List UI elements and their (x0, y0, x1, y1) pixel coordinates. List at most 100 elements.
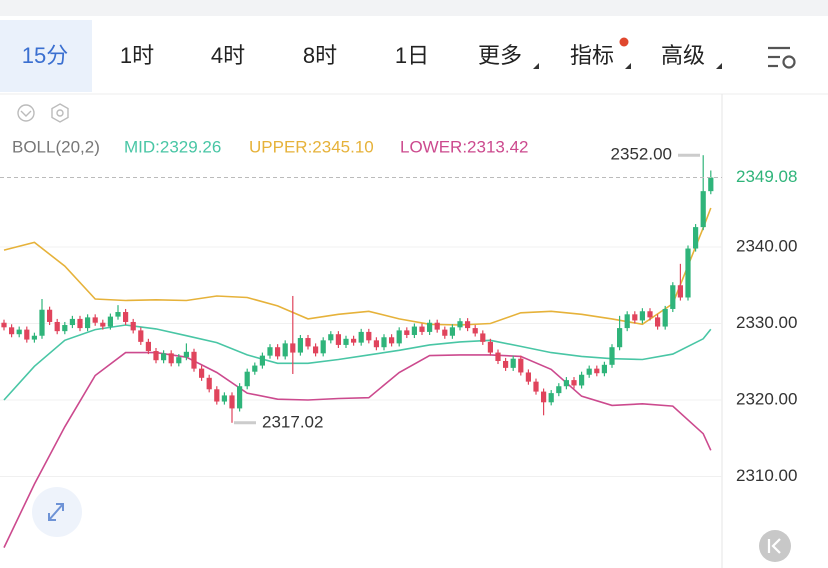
candle-body (92, 317, 98, 323)
candle-body (199, 368, 205, 378)
candle-body (153, 351, 159, 361)
candle-body (9, 327, 15, 335)
extreme-label: 2317.02 (262, 412, 323, 431)
candle-body (100, 322, 106, 327)
candle-body (442, 329, 448, 336)
candle-body (259, 355, 265, 366)
extreme-label: 2352.00 (611, 145, 672, 164)
timeframe-tab[interactable]: 1时 (120, 43, 154, 68)
candle-body (335, 334, 341, 345)
candle-body (351, 338, 357, 343)
settings-icon[interactable] (768, 46, 796, 69)
candle-body (480, 333, 486, 342)
timeframe-tab[interactable]: 8时 (303, 43, 337, 68)
candle-body (343, 338, 349, 345)
candle-body (16, 329, 22, 335)
top-band (0, 0, 828, 16)
candle-body (685, 248, 691, 298)
candle-body (548, 393, 554, 403)
timeframe-tab[interactable]: 15分 (22, 43, 68, 68)
boll-line (3, 207, 712, 326)
candle-body (677, 285, 683, 298)
candle-body (31, 335, 37, 340)
timeframe-tab[interactable]: 1日 (395, 43, 429, 68)
back-to-latest-button[interactable] (759, 530, 791, 562)
y-tick-label: 2320.00 (736, 389, 797, 408)
candle-body (328, 334, 334, 341)
candle-body (708, 177, 714, 192)
timeframe-tab[interactable]: 指标 (570, 43, 614, 68)
candle-body (107, 316, 113, 327)
candle-body (647, 311, 653, 318)
candle-body (267, 347, 273, 356)
candle-body (168, 353, 174, 364)
timeframe-tab[interactable]: 高级 (661, 43, 705, 68)
candle-body (145, 341, 151, 352)
active-tab-bg (0, 20, 92, 92)
candle-body (449, 327, 455, 336)
candle-body (419, 326, 425, 332)
candle-body (244, 371, 250, 387)
candle-body (381, 337, 387, 348)
candle-body (39, 309, 45, 336)
candle-body (214, 389, 220, 402)
candle-body (541, 391, 547, 403)
candle-body (123, 312, 129, 322)
candle-body (47, 309, 53, 322)
candle-body (320, 340, 326, 354)
dropdown-caret (716, 63, 722, 69)
candle-body (297, 338, 303, 353)
candle-body (427, 322, 433, 332)
candle-body (305, 338, 311, 347)
candle-body (495, 352, 501, 361)
candle-body (275, 347, 281, 357)
legend-entry: MID:2329.26 (124, 137, 221, 156)
eye-icon[interactable] (17, 104, 35, 122)
candle-body (601, 364, 607, 374)
candle-body (472, 328, 478, 334)
candle-body (693, 227, 699, 249)
candle-body (115, 312, 121, 317)
candle-body (62, 325, 68, 332)
candle-body (221, 395, 227, 402)
candle-body (411, 326, 417, 335)
candle-body (252, 365, 258, 372)
candle-body (700, 191, 706, 228)
candle-body (579, 374, 585, 386)
candle-body (85, 317, 91, 329)
boll-line (3, 351, 712, 548)
candle-body (533, 381, 539, 392)
candle-body (130, 321, 136, 331)
candle-body (290, 343, 296, 353)
candle-body (670, 285, 676, 309)
candle-body (54, 321, 60, 332)
last-price-label: 2349.08 (736, 167, 797, 186)
candle-body (617, 328, 623, 348)
candle-body (624, 314, 630, 329)
candle-body (176, 357, 182, 364)
candle-body (373, 340, 379, 348)
candle-body (563, 380, 569, 387)
candle-body (503, 360, 509, 368)
candle-body (639, 311, 645, 321)
settings-small-icon[interactable] (51, 103, 69, 123)
candle-body (586, 368, 592, 375)
timeframe-tab[interactable]: 4时 (211, 43, 245, 68)
timeframe-tab[interactable]: 更多 (478, 43, 522, 68)
candle-body (138, 330, 144, 342)
candle-body (525, 372, 531, 382)
expand-button[interactable] (32, 487, 82, 537)
candle-body (662, 308, 668, 327)
candle-body (655, 317, 661, 327)
indicator-name: BOLL(20,2) (12, 137, 100, 156)
candle-body (161, 353, 167, 361)
dropdown-caret (625, 63, 631, 69)
candle-body (313, 346, 319, 354)
candle-body (77, 318, 83, 329)
candle-body (571, 380, 577, 386)
candle-body (518, 358, 524, 373)
dropdown-caret (533, 63, 539, 69)
candle-body (396, 330, 402, 344)
candle-body (24, 329, 30, 340)
